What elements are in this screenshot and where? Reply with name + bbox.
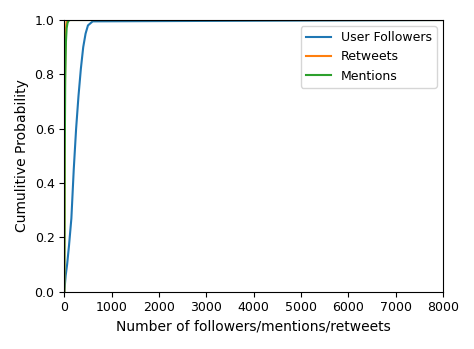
Mentions xyxy=(66,19,72,23)
User Followers xyxy=(83,31,89,36)
User Followers xyxy=(81,45,86,49)
Mentions xyxy=(62,154,68,158)
Legend: User Followers, Retweets, Mentions: User Followers, Retweets, Mentions xyxy=(301,26,437,88)
Retweets xyxy=(62,113,68,117)
Mentions xyxy=(67,18,73,22)
Line: Mentions: Mentions xyxy=(64,20,443,292)
Retweets xyxy=(62,290,67,294)
User Followers xyxy=(64,262,70,267)
Mentions xyxy=(63,40,69,44)
Mentions xyxy=(63,78,68,82)
Retweets xyxy=(63,51,68,55)
User Followers xyxy=(62,290,67,294)
Y-axis label: Cumulitive Probability: Cumulitive Probability xyxy=(15,80,29,232)
User Followers xyxy=(69,216,74,221)
X-axis label: Number of followers/mentions/retweets: Number of followers/mentions/retweets xyxy=(116,320,391,334)
User Followers xyxy=(85,23,91,28)
Retweets xyxy=(440,18,446,22)
User Followers xyxy=(71,168,77,172)
User Followers xyxy=(66,244,72,248)
User Followers xyxy=(62,284,68,288)
Mentions xyxy=(62,290,67,294)
Retweets xyxy=(62,208,67,212)
User Followers xyxy=(440,18,446,22)
Retweets xyxy=(63,31,69,36)
Retweets xyxy=(65,18,71,22)
Retweets xyxy=(64,19,70,23)
Retweets xyxy=(64,23,69,28)
User Followers xyxy=(76,94,82,98)
User Followers xyxy=(90,19,96,23)
User Followers xyxy=(73,127,79,131)
User Followers xyxy=(63,273,69,277)
Mentions xyxy=(62,235,67,239)
Line: Retweets: Retweets xyxy=(64,20,443,292)
Mentions xyxy=(440,18,446,22)
Mentions xyxy=(65,21,71,25)
Mentions xyxy=(64,26,70,30)
Retweets xyxy=(64,18,70,23)
User Followers xyxy=(78,67,84,71)
Line: User Followers: User Followers xyxy=(64,20,443,292)
